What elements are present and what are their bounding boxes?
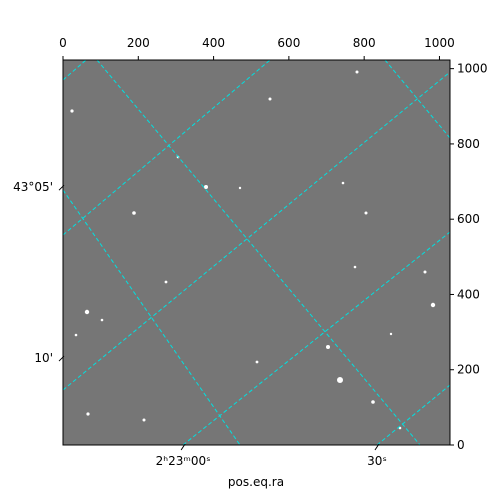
x-axis-label: pos.eq.ra xyxy=(228,475,284,489)
y-tick-label: 600 xyxy=(457,212,480,226)
x-tick-label: 400 xyxy=(202,36,225,50)
coordinate-grid xyxy=(62,59,451,446)
x-tick-label: 0 xyxy=(59,36,67,50)
dec-tick-label: 43°05' xyxy=(13,180,53,194)
dec-tick xyxy=(58,184,65,191)
stars xyxy=(70,70,436,430)
dec-tick-label: 10' xyxy=(34,351,53,365)
x-tick-label: 800 xyxy=(353,36,376,50)
x-tick-label: 1000 xyxy=(424,36,455,50)
x-tick-label: 200 xyxy=(127,36,150,50)
y-tick-label: 0 xyxy=(457,438,465,452)
ra-tick xyxy=(374,443,380,451)
ra-tick xyxy=(180,443,186,451)
y-tick-label: 800 xyxy=(457,137,480,151)
ra-tick-label: 2ʰ23ᵐ00ˢ xyxy=(156,454,211,468)
y-tick-label: 200 xyxy=(457,363,480,377)
x-tick-label: 600 xyxy=(277,36,300,50)
y-tick-label: 400 xyxy=(457,287,480,301)
dec-tick xyxy=(58,355,65,362)
sky-image xyxy=(63,60,450,445)
plot-frame xyxy=(62,59,451,446)
y-tick-label: 1000 xyxy=(457,62,488,76)
ra-tick-label: 30ˢ xyxy=(367,454,387,468)
